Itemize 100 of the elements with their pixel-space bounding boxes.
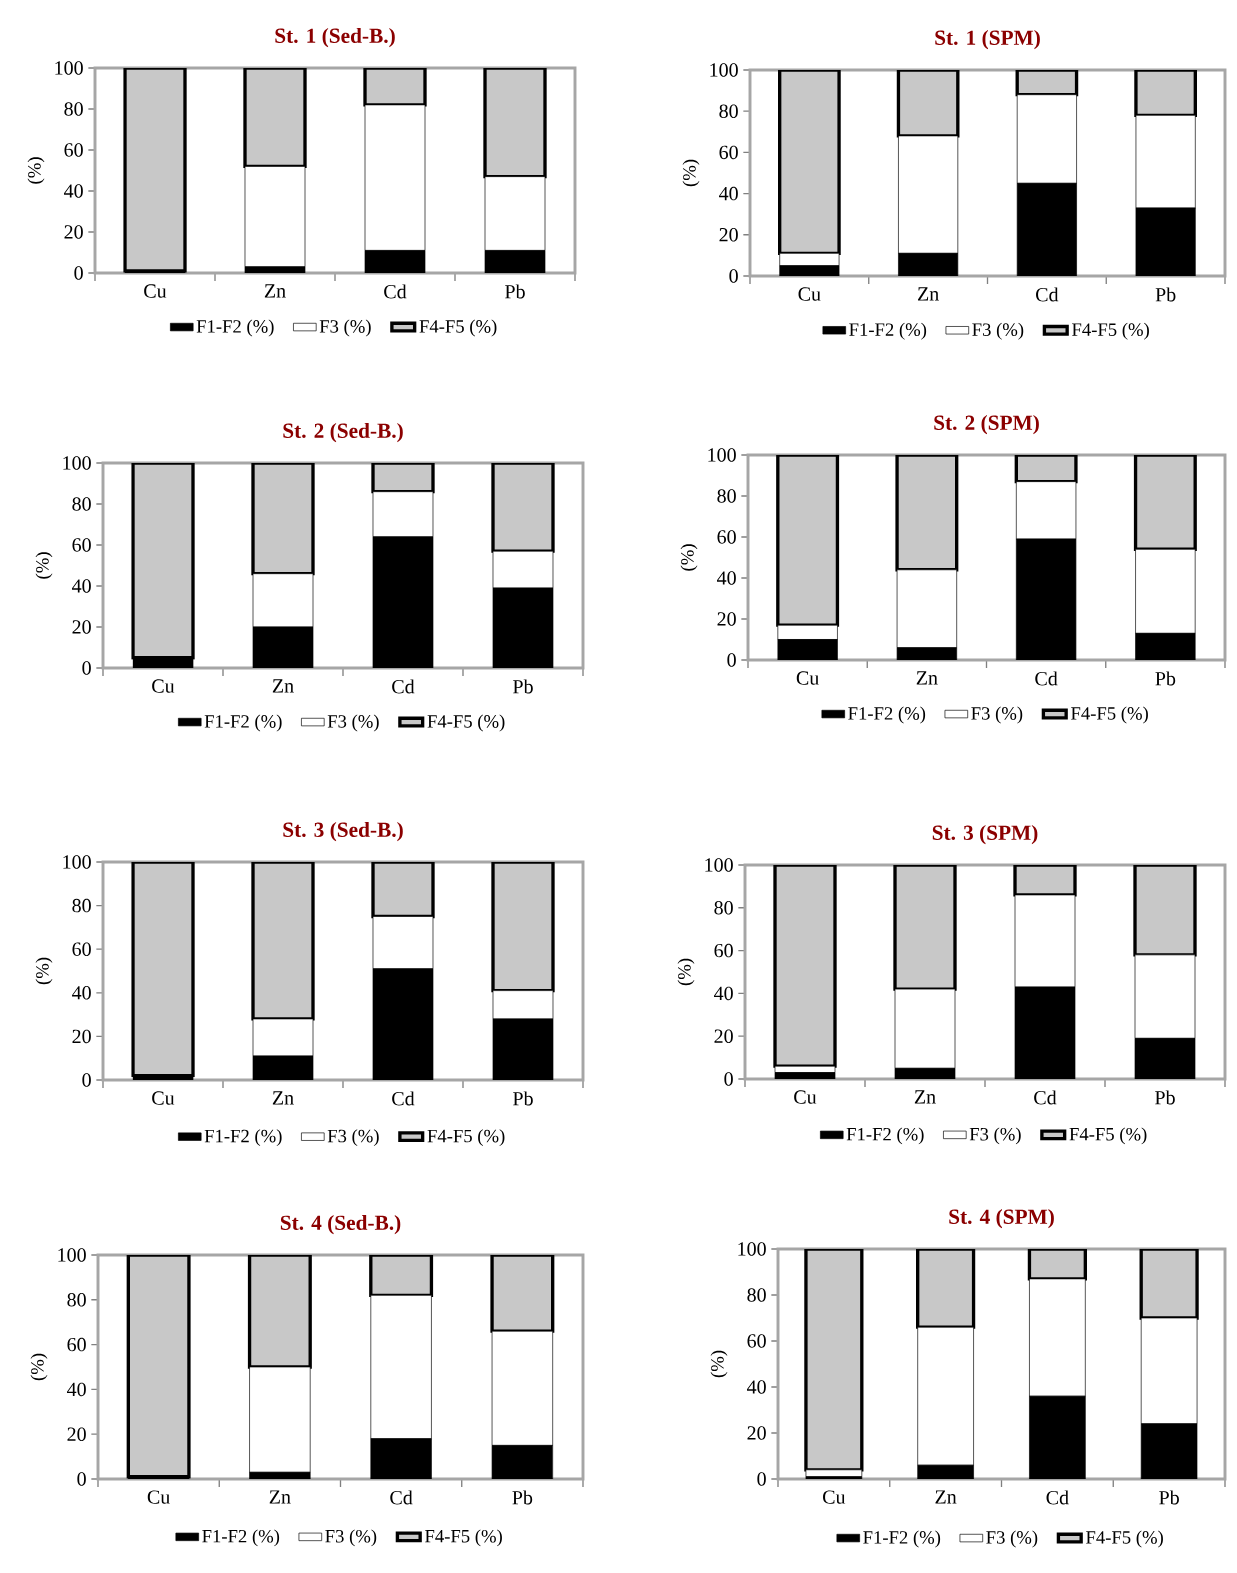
y-tick-label: 40 — [719, 186, 738, 201]
chart-title: St. 1 (Sed-B.) — [275, 27, 395, 48]
x-tick-label: Pb — [1159, 1490, 1179, 1505]
y-tick-label: 100 — [710, 63, 738, 77]
y-axis-title: (%) — [682, 159, 700, 187]
chart-title: St. 2 (SPM) — [934, 414, 1039, 435]
y-tick-label: 20 — [719, 228, 738, 242]
y-tick-label: 20 — [714, 1029, 733, 1043]
x-tick-label: Cu — [794, 1090, 817, 1104]
y-tick-label: 80 — [717, 489, 736, 503]
y-tick-label: 100 — [738, 1242, 766, 1256]
legend-label: F3 (%) — [325, 1529, 377, 1547]
legend-label: F1-F2 (%) — [204, 714, 282, 732]
y-tick-label: 0 — [77, 1472, 86, 1486]
legend-label: F4-F5 (%) — [427, 1129, 505, 1147]
x-tick-label: Cd — [1035, 671, 1058, 686]
y-tick-label: 0 — [727, 653, 736, 667]
x-tick-label: Cd — [384, 284, 407, 299]
y-tick-label: 60 — [714, 943, 733, 958]
y-tick-label: 20 — [747, 1426, 766, 1440]
chart-title: St. 4 (Sed-B.) — [280, 1214, 401, 1235]
legend-label: F3 (%) — [969, 1127, 1021, 1145]
y-axis-title: (%) — [27, 157, 45, 184]
y-tick-label: 80 — [719, 104, 738, 118]
chart-title: St. 1 (SPM) — [935, 29, 1040, 50]
legend-label: F1-F2 (%) — [204, 1129, 282, 1147]
x-tick-label: Zn — [914, 1090, 936, 1104]
y-tick-label: 40 — [67, 1382, 86, 1397]
x-tick-label: Pb — [512, 1490, 533, 1505]
x-tick-label: Cu — [144, 284, 167, 298]
y-tick-label: 100 — [63, 855, 91, 869]
y-tick-label: 0 — [74, 266, 83, 280]
y-tick-label: 20 — [67, 1427, 86, 1441]
legend-label: F3 (%) — [986, 1530, 1038, 1548]
x-tick-label: Pb — [505, 284, 525, 299]
legend-label: F3 (%) — [319, 319, 371, 337]
legend-label: F3 (%) — [327, 1129, 379, 1147]
y-tick-label: 100 — [58, 1248, 86, 1262]
y-axis-title: (%) — [30, 1353, 48, 1381]
chart-title: St. 3 (Sed-B.) — [283, 821, 403, 842]
x-tick-label: Cd — [1036, 287, 1059, 302]
y-tick-label: 0 — [82, 1073, 91, 1087]
y-tick-label: 60 — [719, 145, 738, 160]
y-tick-label: 0 — [757, 1472, 766, 1486]
x-tick-label: Zn — [272, 1091, 294, 1105]
y-axis-title: (%) — [680, 544, 698, 571]
y-tick-label: 80 — [714, 901, 733, 915]
y-tick-label: 100 — [708, 448, 736, 462]
y-tick-label: 40 — [747, 1380, 766, 1394]
y-tick-label: 40 — [72, 579, 91, 593]
legend-label: F4-F5 (%) — [1072, 322, 1149, 340]
y-axis-title: (%) — [35, 552, 53, 579]
x-tick-label: Cu — [147, 1490, 170, 1504]
x-tick-label: Zn — [917, 287, 939, 301]
x-tick-label: Cu — [152, 1091, 175, 1105]
x-tick-label: Cu — [823, 1490, 846, 1504]
y-tick-label: 20 — [72, 620, 91, 634]
chart-title: St. 3 (SPM) — [932, 824, 1038, 845]
y-tick-label: 100 — [63, 456, 91, 470]
y-axis-title: (%) — [710, 1350, 728, 1378]
legend-label: F1-F2 (%) — [202, 1529, 280, 1547]
y-tick-label: 100 — [705, 858, 733, 872]
y-tick-label: 60 — [747, 1334, 766, 1348]
chart-title: St. 4 (SPM) — [949, 1208, 1054, 1229]
y-tick-label: 80 — [747, 1288, 766, 1302]
chart-title: St. 2 (Sed-B.) — [283, 422, 403, 443]
y-tick-label: 0 — [729, 269, 738, 283]
y-tick-label: 40 — [64, 184, 83, 198]
y-tick-label: 40 — [717, 571, 736, 585]
legend-label: F3 (%) — [327, 714, 379, 732]
x-tick-label: Zn — [916, 671, 938, 685]
y-tick-label: 20 — [717, 612, 736, 626]
x-tick-label: Zn — [272, 679, 294, 693]
y-tick-label: 40 — [72, 986, 91, 1000]
y-tick-label: 60 — [72, 538, 91, 552]
x-tick-label: Pb — [1155, 1090, 1175, 1105]
legend-label: F3 (%) — [972, 322, 1024, 340]
y-tick-label: 100 — [55, 61, 83, 75]
legend-label: F4-F5 (%) — [1071, 706, 1148, 724]
y-tick-label: 80 — [72, 898, 91, 913]
y-axis-title: (%) — [35, 957, 53, 985]
y-tick-label: 0 — [82, 661, 91, 675]
x-tick-label: Cd — [392, 1091, 415, 1106]
y-tick-label: 80 — [64, 102, 83, 116]
x-tick-label: Zn — [264, 284, 286, 298]
y-tick-label: 40 — [714, 986, 733, 1001]
x-tick-label: Cu — [798, 287, 821, 301]
x-tick-label: Pb — [1155, 287, 1176, 302]
y-tick-label: 60 — [717, 530, 736, 544]
legend-label: F3 (%) — [971, 706, 1023, 724]
x-tick-label: Pb — [513, 1091, 533, 1106]
y-tick-label: 80 — [72, 497, 91, 511]
y-tick-label: 60 — [72, 942, 91, 956]
y-tick-label: 80 — [67, 1293, 86, 1307]
y-tick-label: 60 — [67, 1337, 86, 1352]
y-tick-label: 20 — [72, 1029, 91, 1044]
legend-label: F4-F5 (%) — [427, 714, 505, 732]
y-axis-title: (%) — [677, 958, 695, 986]
x-tick-label: Cd — [1034, 1090, 1057, 1105]
legend-label: F4-F5 (%) — [425, 1529, 502, 1547]
